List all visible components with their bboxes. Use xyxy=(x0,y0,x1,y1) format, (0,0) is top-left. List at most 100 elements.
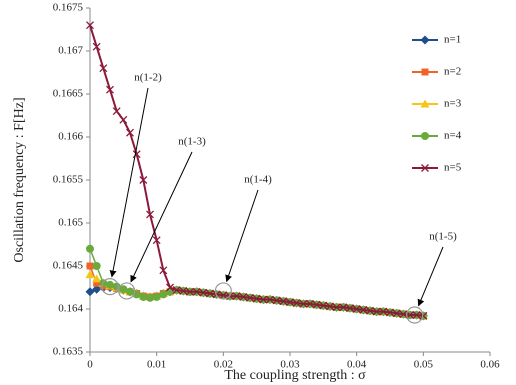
marker xyxy=(279,297,288,306)
marker xyxy=(372,307,381,316)
marker xyxy=(126,287,134,296)
x-tick-label: 0.04 xyxy=(347,359,367,371)
marker xyxy=(252,294,261,303)
marker xyxy=(146,293,154,302)
annotation-arrow xyxy=(130,151,193,283)
marker xyxy=(299,299,308,308)
x-tick-label: 0.03 xyxy=(280,359,300,371)
marker xyxy=(359,305,368,314)
marker xyxy=(86,262,94,270)
annotation-label: n(1-4) xyxy=(244,174,272,186)
marker xyxy=(319,301,328,310)
marker xyxy=(92,284,102,294)
y-tick-label: 0.1675 xyxy=(53,2,84,14)
legend-label: n=1 xyxy=(444,34,461,46)
annotation-arrow xyxy=(417,246,444,307)
marker xyxy=(346,304,354,313)
marker xyxy=(85,287,95,297)
marker xyxy=(419,311,428,320)
marker xyxy=(232,292,241,301)
marker xyxy=(186,287,194,296)
annotation-circle xyxy=(118,282,136,300)
marker xyxy=(239,293,248,301)
marker xyxy=(292,299,301,307)
annotation-arrow xyxy=(109,87,149,278)
marker xyxy=(172,286,181,295)
marker xyxy=(286,298,294,307)
x-tick-label: 0 xyxy=(87,359,93,371)
marker xyxy=(246,293,254,302)
marker xyxy=(86,244,94,253)
marker xyxy=(399,310,408,319)
marker xyxy=(326,302,334,311)
marker xyxy=(159,290,168,299)
y-tick-label: 0.1655 xyxy=(53,174,84,186)
marker xyxy=(206,289,214,298)
marker xyxy=(192,287,201,296)
marker xyxy=(339,303,348,312)
marker xyxy=(112,107,121,116)
annotation-arrow xyxy=(225,189,259,283)
marker xyxy=(126,128,134,137)
marker xyxy=(386,308,394,317)
series-line xyxy=(89,248,424,317)
marker xyxy=(392,309,401,318)
series-line xyxy=(89,24,424,317)
x-tick-label: 0.05 xyxy=(414,359,434,371)
marker xyxy=(93,279,101,287)
y-tick-label: 0.167 xyxy=(58,45,83,57)
x-tick-label: 0.06 xyxy=(480,359,500,371)
marker xyxy=(259,295,268,304)
marker xyxy=(92,262,101,270)
marker xyxy=(92,274,102,283)
marker xyxy=(119,115,128,124)
marker xyxy=(106,280,114,289)
y-tick-label: 0.164 xyxy=(58,303,83,315)
marker xyxy=(139,292,148,301)
marker xyxy=(332,303,341,312)
marker xyxy=(152,236,161,245)
marker xyxy=(412,311,421,319)
marker xyxy=(106,85,114,94)
marker xyxy=(379,307,388,316)
marker xyxy=(306,299,314,308)
legend-label: n=2 xyxy=(444,66,461,78)
marker xyxy=(119,285,128,294)
marker xyxy=(421,164,429,172)
annotation-circle xyxy=(406,306,424,324)
marker xyxy=(272,296,281,305)
legend-label: n=3 xyxy=(444,98,462,110)
marker xyxy=(86,21,94,30)
x-tick-label: 0.02 xyxy=(214,359,233,371)
marker xyxy=(139,176,148,184)
marker xyxy=(421,132,429,140)
marker xyxy=(92,42,101,51)
marker xyxy=(312,300,321,309)
marker xyxy=(99,64,108,73)
legend-label: n=4 xyxy=(444,130,462,142)
annotation-label: n(1-3) xyxy=(178,136,206,148)
marker xyxy=(266,295,274,304)
x-axis-label: The coupling strength : σ xyxy=(224,368,366,383)
y-tick-label: 0.1645 xyxy=(53,260,84,272)
x-tick-label: 0.01 xyxy=(147,359,166,371)
marker xyxy=(166,283,174,292)
y-tick-label: 0.166 xyxy=(58,131,83,143)
marker xyxy=(152,292,161,301)
marker xyxy=(420,35,430,45)
marker xyxy=(85,270,95,279)
marker xyxy=(366,306,374,315)
marker xyxy=(219,291,228,300)
annotation-circle xyxy=(214,282,232,300)
marker xyxy=(159,266,168,275)
legend-label: n=5 xyxy=(444,162,462,174)
annotation-circle xyxy=(101,278,119,296)
marker xyxy=(132,150,141,159)
marker xyxy=(352,305,361,313)
marker xyxy=(199,288,208,297)
y-tick-label: 0.165 xyxy=(58,217,83,229)
marker xyxy=(146,210,154,219)
y-tick-label: 0.1665 xyxy=(53,88,84,100)
marker xyxy=(179,286,188,295)
